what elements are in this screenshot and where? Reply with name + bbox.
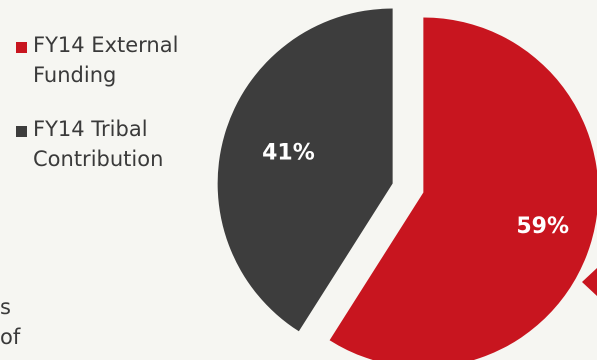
legend-item-external-funding: FY14 External Funding [16, 30, 216, 90]
legend-swatch-tribal-contribution [16, 126, 27, 137]
data-label-tribal-contribution: 41% [262, 140, 315, 165]
pie-slice-tribal-contribution [217, 8, 393, 332]
cropped-body-text: s of [0, 295, 21, 349]
legend: FY14 External Funding FY14 Tribal Contri… [16, 30, 216, 174]
arrow-icon [582, 268, 597, 296]
legend-label-tribal-contribution: FY14 Tribal Contribution [33, 117, 164, 171]
legend-label-external-funding: FY14 External Funding [33, 33, 179, 87]
legend-item-tribal-contribution: FY14 Tribal Contribution [16, 114, 216, 174]
pie-slice-external-funding [329, 17, 597, 360]
legend-swatch-external-funding [16, 42, 27, 53]
data-label-external-funding: 59% [516, 214, 569, 239]
